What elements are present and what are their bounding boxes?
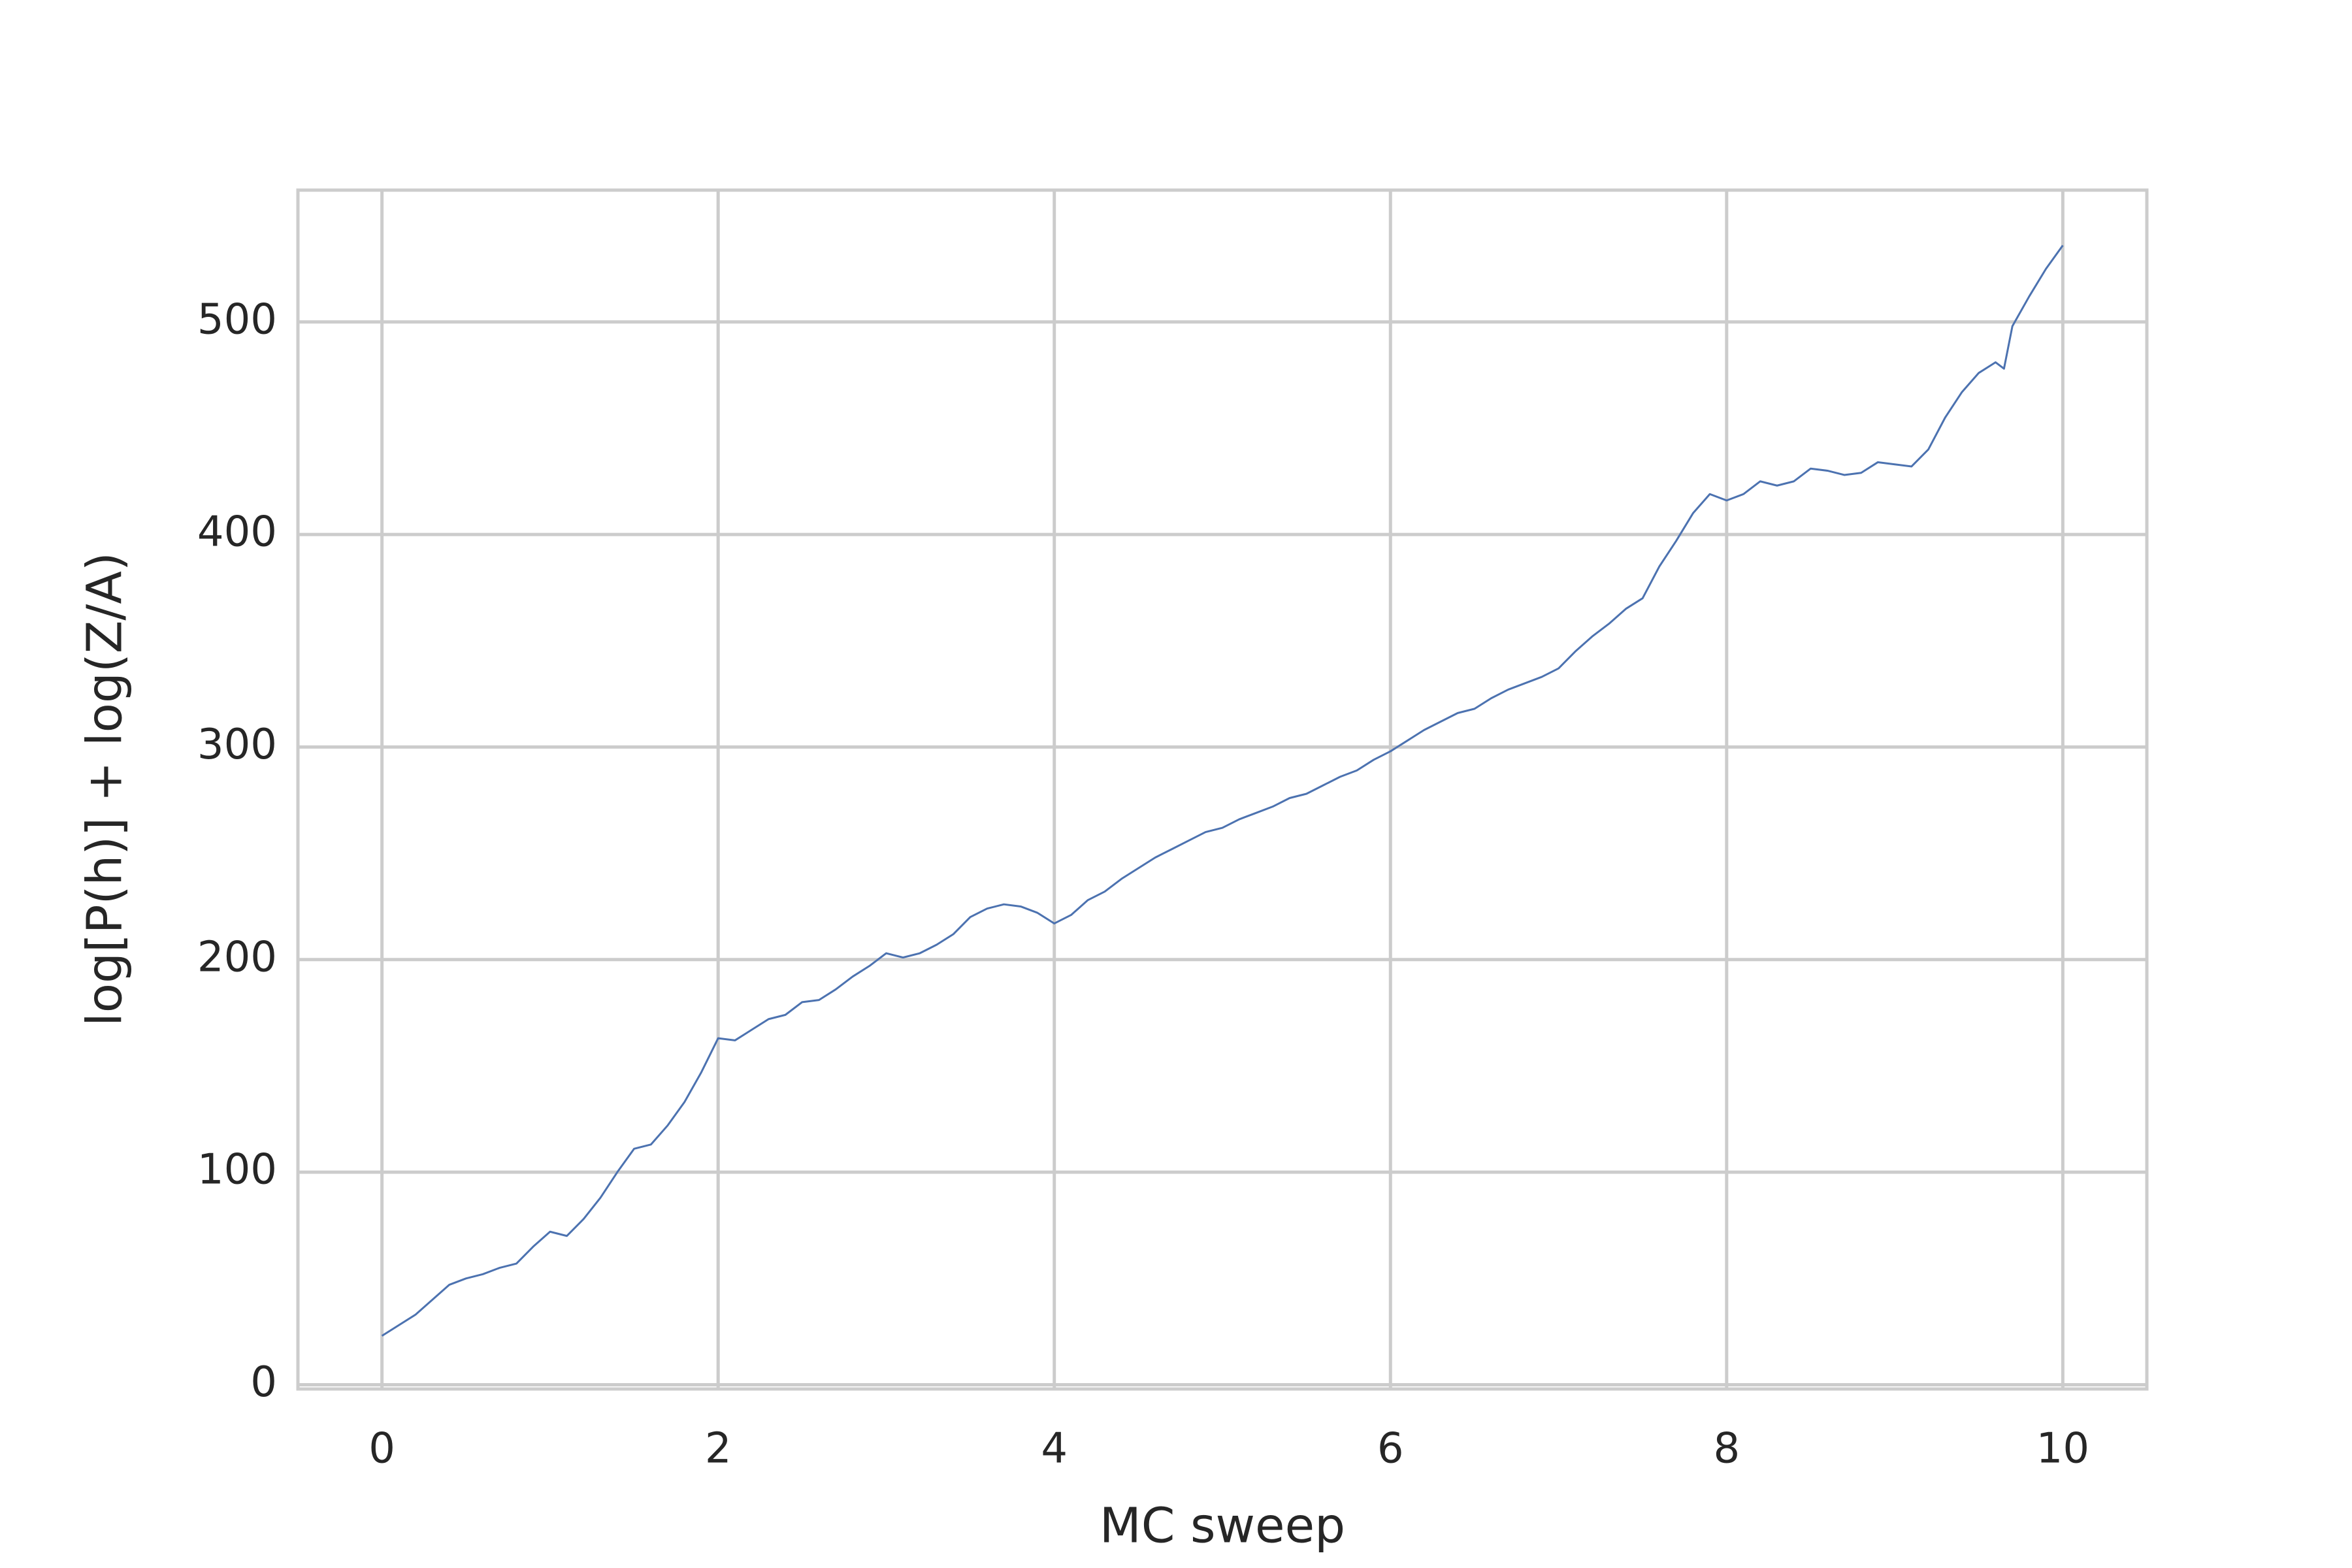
y-tick-label: 100 <box>197 1146 277 1194</box>
y-axis-label: log[P(h)] + log(Z/A) <box>77 552 133 1026</box>
x-tick-label: 0 <box>368 1425 395 1473</box>
y-tick-label: 400 <box>197 508 277 557</box>
y-tick-label: 500 <box>197 295 277 344</box>
data-line <box>381 244 2064 1337</box>
x-tick-label: 8 <box>1713 1425 1740 1473</box>
x-tick-label: 10 <box>2036 1425 2089 1473</box>
x-tick-label: 6 <box>1377 1425 1404 1473</box>
axes-frame <box>296 188 2149 1391</box>
y-tick-label: 0 <box>250 1358 277 1407</box>
y-tick-label: 200 <box>197 933 277 981</box>
y-tick-label: 300 <box>197 721 277 769</box>
x-tick-label: 4 <box>1041 1425 1068 1473</box>
x-tick-label: 2 <box>705 1425 732 1473</box>
x-axis-label: MC sweep <box>1100 1498 1345 1554</box>
